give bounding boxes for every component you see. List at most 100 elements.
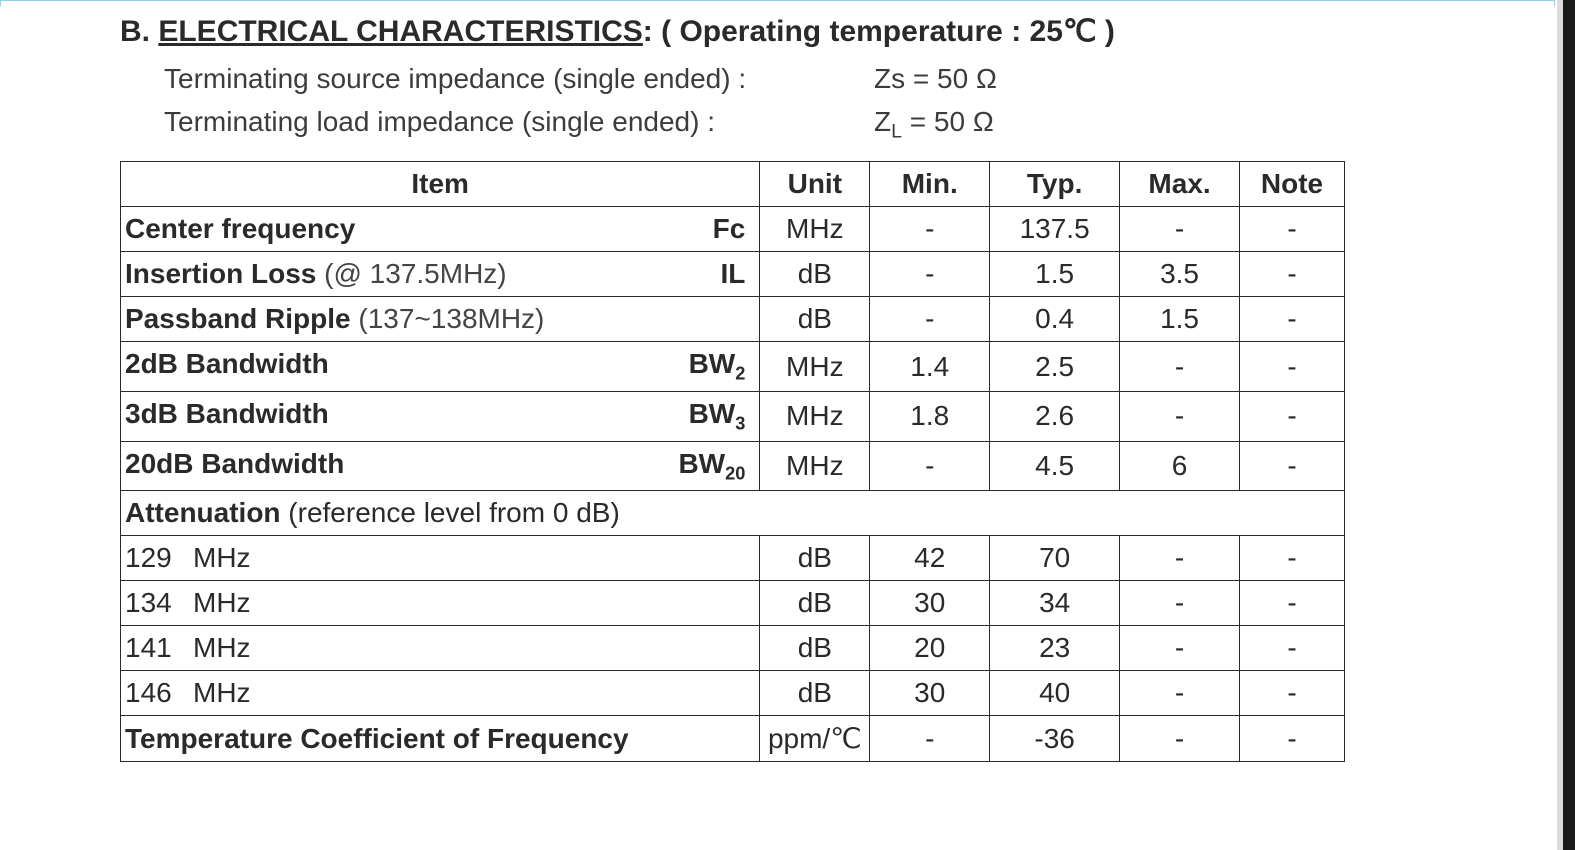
section-title-suffix: : ( Operating temperature : 25℃ ): [643, 15, 1115, 48]
table-row: Passband Ripple (137~138MHz)dB-0.41.5-: [121, 297, 1345, 342]
cell-min: 20: [870, 626, 990, 671]
page-top-outline: [0, 0, 1555, 6]
cell-unit: MHz: [760, 441, 870, 491]
cell-min: -: [870, 297, 990, 342]
attenuation-freq-cell: 146MHz: [121, 671, 760, 716]
attenuation-row: 146MHzdB3040--: [121, 671, 1345, 716]
source-impedance-value: Zs = 50 Ω: [874, 57, 997, 100]
cell-min: 1.4: [870, 342, 990, 392]
cell-min: -: [870, 252, 990, 297]
attenuation-heading-row: Attenuation (reference level from 0 dB): [121, 491, 1345, 536]
cell-min: -: [870, 207, 990, 252]
item-name: Center frequency: [125, 213, 355, 245]
cell-min: 1.8: [870, 391, 990, 441]
tcf-min: -: [870, 716, 990, 762]
cell-unit: dB: [760, 297, 870, 342]
cell-max: -: [1120, 671, 1240, 716]
col-header-typ: Typ.: [990, 162, 1120, 207]
load-impedance-value: ZL = 50 Ω: [874, 100, 994, 147]
cell-max: -: [1120, 207, 1240, 252]
table-row: Center frequencyFcMHz-137.5--: [121, 207, 1345, 252]
cell-min: -: [870, 441, 990, 491]
source-impedance-label: Terminating source impedance (single end…: [164, 57, 864, 100]
table-row: Insertion Loss (@ 137.5MHz)ILdB-1.53.5-: [121, 252, 1345, 297]
cell-unit: dB: [760, 626, 870, 671]
cell-unit: MHz: [760, 207, 870, 252]
tcf-typ: -36: [990, 716, 1120, 762]
scan-right-edge: [1563, 0, 1575, 850]
cell-typ: 34: [990, 581, 1120, 626]
cell-max: 3.5: [1120, 252, 1240, 297]
attenuation-row: 141MHzdB2023--: [121, 626, 1345, 671]
cell-typ: 2.5: [990, 342, 1120, 392]
item-cell: 20dB Bandwidth BW20: [121, 441, 760, 491]
cell-typ: 0.4: [990, 297, 1120, 342]
tcf-note: -: [1240, 716, 1345, 762]
section-title-prefix: B.: [120, 15, 158, 48]
item-symbol: BW20: [678, 448, 755, 485]
col-header-item: Item: [121, 162, 760, 207]
cell-note: -: [1240, 297, 1345, 342]
item-symbol: BW2: [689, 348, 756, 385]
cell-max: -: [1120, 581, 1240, 626]
tcf-max: -: [1120, 716, 1240, 762]
cell-typ: 4.5: [990, 441, 1120, 491]
item-name: Insertion Loss (@ 137.5MHz): [125, 258, 507, 290]
item-name: 20dB Bandwidth: [125, 448, 344, 480]
section-title: B. ELECTRICAL CHARACTERISTICS: ( Operati…: [120, 14, 1490, 49]
cell-note: -: [1240, 671, 1345, 716]
item-cell: Insertion Loss (@ 137.5MHz) IL: [121, 252, 760, 297]
cell-note: -: [1240, 252, 1345, 297]
impedance-block: Terminating source impedance (single end…: [164, 57, 1490, 147]
table-row: 2dB BandwidthBW2MHz1.42.5--: [121, 342, 1345, 392]
cell-typ: 1.5: [990, 252, 1120, 297]
attenuation-freq-cell: 141MHz: [121, 626, 760, 671]
load-impedance-row: Terminating load impedance (single ended…: [164, 100, 1490, 147]
tcf-item-cell: Temperature Coefficient of Frequency: [121, 716, 760, 762]
attenuation-freq-cell: 134MHz: [121, 581, 760, 626]
source-impedance-row: Terminating source impedance (single end…: [164, 57, 1490, 100]
cell-note: -: [1240, 342, 1345, 392]
cell-max: -: [1120, 536, 1240, 581]
item-name: 2dB Bandwidth: [125, 348, 329, 380]
cell-unit: MHz: [760, 391, 870, 441]
table-header-row: Item Unit Min. Typ. Max. Note: [121, 162, 1345, 207]
cell-typ: 2.6: [990, 391, 1120, 441]
tcf-row: Temperature Coefficient of Frequency ppm…: [121, 716, 1345, 762]
col-header-note: Note: [1240, 162, 1345, 207]
cell-unit: MHz: [760, 342, 870, 392]
cell-typ: 137.5: [990, 207, 1120, 252]
cell-typ: 40: [990, 671, 1120, 716]
cell-unit: dB: [760, 536, 870, 581]
item-symbol: IL: [720, 258, 755, 290]
attenuation-freq-cell: 129MHz: [121, 536, 760, 581]
cell-max: -: [1120, 342, 1240, 392]
cell-note: -: [1240, 207, 1345, 252]
item-symbol: BW3: [689, 398, 756, 435]
cell-max: -: [1120, 626, 1240, 671]
attenuation-row: 134MHzdB3034--: [121, 581, 1345, 626]
cell-typ: 70: [990, 536, 1120, 581]
item-name: Passband Ripple (137~138MHz): [125, 303, 544, 335]
col-header-unit: Unit: [760, 162, 870, 207]
cell-unit: dB: [760, 252, 870, 297]
cell-unit: dB: [760, 581, 870, 626]
cell-note: -: [1240, 581, 1345, 626]
attenuation-heading-cell: Attenuation (reference level from 0 dB): [121, 491, 1345, 536]
cell-note: -: [1240, 536, 1345, 581]
table-row: 3dB BandwidthBW3MHz1.82.6--: [121, 391, 1345, 441]
item-symbol: Fc: [713, 213, 756, 245]
tcf-unit: ppm/℃: [760, 716, 870, 762]
col-header-min: Min.: [870, 162, 990, 207]
item-cell: Center frequency Fc: [121, 207, 760, 252]
cell-note: -: [1240, 391, 1345, 441]
table-row: 20dB BandwidthBW20MHz-4.56-: [121, 441, 1345, 491]
cell-unit: dB: [760, 671, 870, 716]
item-name: 3dB Bandwidth: [125, 398, 329, 430]
datasheet-page: B. ELECTRICAL CHARACTERISTICS: ( Operati…: [0, 0, 1575, 850]
cell-min: 30: [870, 581, 990, 626]
load-impedance-label: Terminating load impedance (single ended…: [164, 100, 864, 143]
cell-min: 42: [870, 536, 990, 581]
spec-table: Item Unit Min. Typ. Max. Note Center fre…: [120, 161, 1345, 762]
item-cell: 2dB Bandwidth BW2: [121, 342, 760, 392]
